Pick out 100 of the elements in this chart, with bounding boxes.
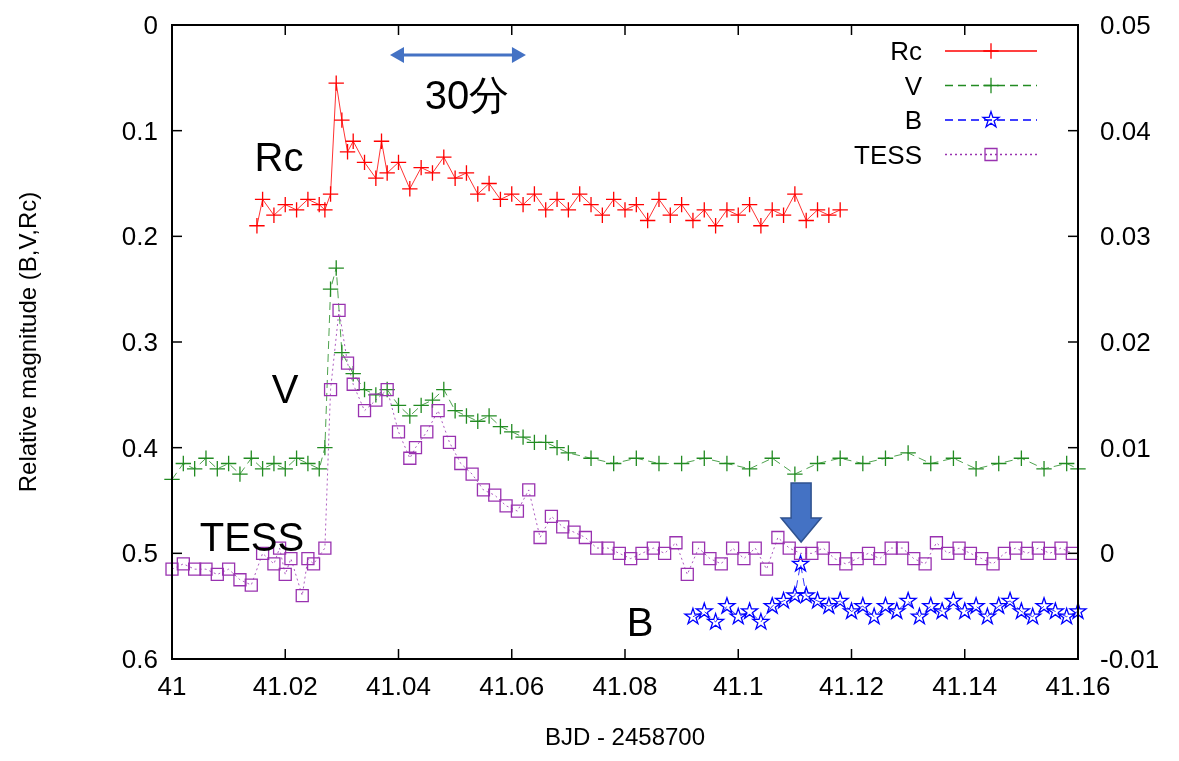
point [514, 196, 532, 213]
point [865, 607, 883, 625]
y2-tick-label: 0.05 [1100, 10, 1151, 41]
point [492, 191, 509, 208]
point [718, 201, 736, 219]
x-tick-label: 41.12 [818, 671, 885, 701]
point [978, 607, 997, 625]
annotation: 30分 [424, 73, 510, 117]
point [627, 196, 645, 213]
point [458, 164, 475, 182]
point [367, 169, 385, 187]
point [378, 164, 396, 182]
point [1012, 602, 1031, 619]
legend-label: Rc [890, 36, 922, 67]
point [956, 602, 974, 619]
point [684, 212, 702, 229]
point [820, 597, 838, 614]
point [469, 185, 487, 203]
y-tick-label: 0.4 [121, 432, 158, 463]
y-tick-label: 0.5 [121, 538, 158, 569]
annotation: B [626, 600, 654, 644]
point [695, 602, 713, 619]
point [718, 597, 736, 614]
legend-label: TESS [854, 139, 922, 170]
point [594, 206, 611, 224]
point [661, 206, 679, 224]
point [910, 607, 929, 625]
point [435, 148, 453, 166]
point [786, 185, 804, 203]
point [424, 164, 441, 182]
point [248, 217, 266, 235]
point [706, 612, 725, 630]
y-tick-label: 0 [143, 10, 158, 41]
x-axis-title: BJD - 2458700 [544, 723, 706, 750]
point [774, 591, 793, 609]
point [729, 206, 747, 224]
point [763, 201, 781, 219]
point [480, 175, 498, 192]
point [775, 206, 792, 224]
y-axis-title: Relative magnitude (B,V,Rc) [14, 191, 41, 493]
point [888, 602, 906, 619]
point [582, 196, 600, 213]
x-tick-label: 41.04 [365, 671, 432, 701]
point [316, 201, 334, 219]
point [729, 607, 747, 625]
point [310, 196, 328, 213]
point [605, 191, 623, 208]
point [412, 159, 430, 176]
point [571, 185, 589, 203]
y2-tick-label: 0.04 [1100, 115, 1151, 146]
point [322, 185, 339, 203]
y2-tick-label: 0.01 [1100, 432, 1151, 463]
point [695, 201, 713, 219]
point [809, 201, 826, 219]
point [967, 597, 985, 614]
annotation: V [271, 367, 299, 411]
annotation: TESS [199, 515, 305, 559]
point [820, 206, 838, 224]
y2-tick-label: 0.03 [1100, 221, 1151, 252]
point [299, 191, 317, 208]
point [673, 196, 690, 213]
y-tick-label: 0.1 [121, 115, 158, 146]
point [327, 74, 345, 92]
point [933, 602, 951, 619]
point [1058, 607, 1076, 625]
point [390, 154, 407, 171]
x-tick-label: 41.06 [479, 671, 545, 701]
point [707, 217, 724, 235]
point [944, 591, 963, 609]
point [763, 597, 781, 614]
point [639, 212, 656, 229]
point [333, 111, 351, 129]
point [650, 191, 668, 208]
point [752, 217, 770, 235]
point [1001, 591, 1019, 609]
point [808, 591, 827, 609]
point [373, 132, 390, 150]
point [786, 586, 804, 604]
point [526, 185, 543, 203]
y2-tick-label: 0 [1100, 538, 1115, 569]
point [876, 597, 895, 614]
x-tick-label: 41 [157, 671, 187, 701]
x-tick-label: 41.14 [932, 671, 998, 701]
point [560, 201, 577, 219]
x-tick-label: 41.02 [252, 671, 318, 701]
point [831, 201, 849, 219]
point [548, 191, 566, 208]
x-tick-label: 41.1 [712, 671, 764, 701]
y-tick-label: 0.3 [121, 327, 158, 358]
legend-label: B [904, 105, 922, 136]
point [288, 201, 305, 219]
point [922, 597, 940, 614]
point [446, 169, 464, 187]
point [797, 212, 815, 229]
point [741, 196, 758, 213]
point [503, 185, 521, 203]
point [684, 607, 702, 625]
point [1024, 607, 1042, 625]
point [831, 591, 849, 609]
y2-tick-label: 0.02 [1100, 327, 1151, 358]
